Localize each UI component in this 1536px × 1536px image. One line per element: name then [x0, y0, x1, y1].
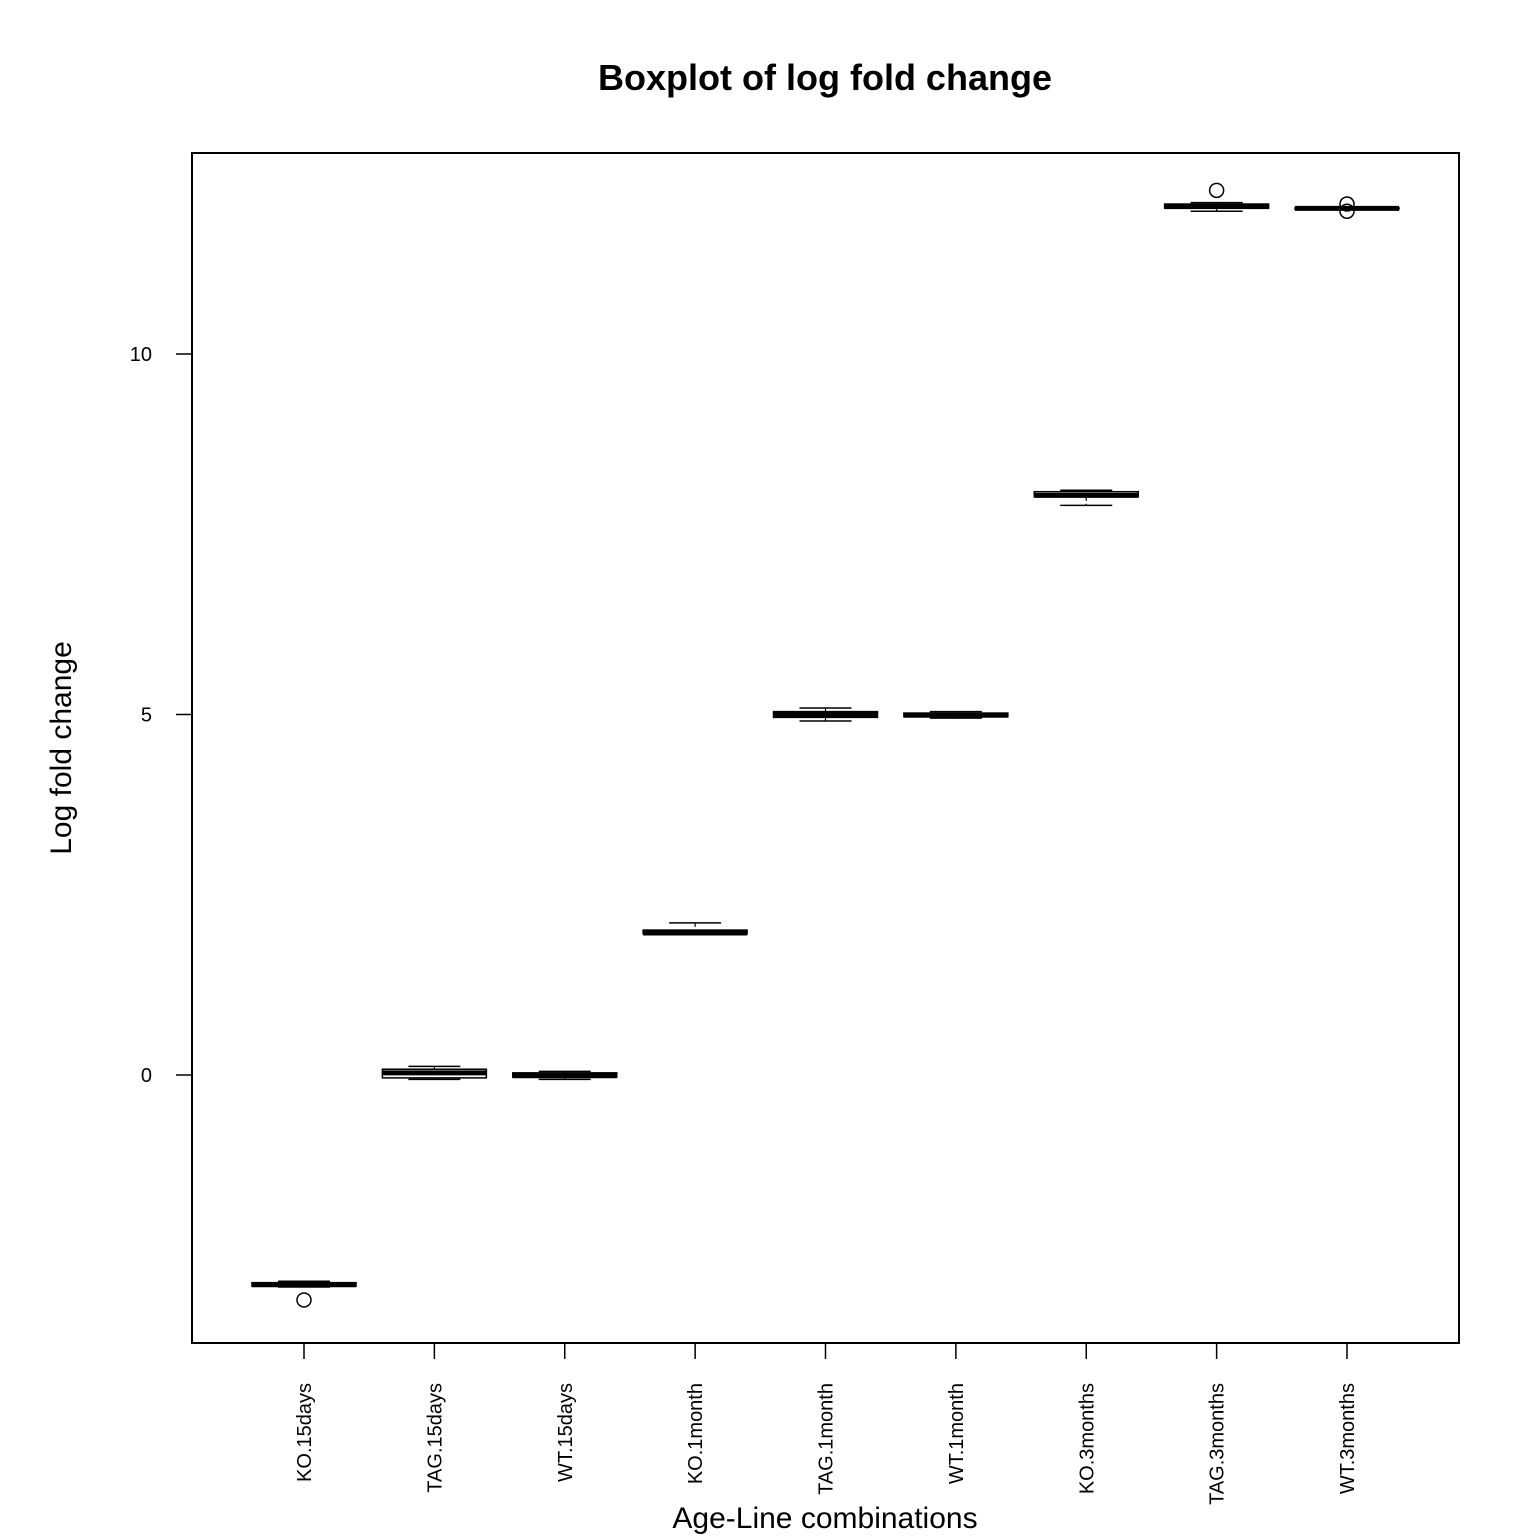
y-axis: 0 5 10: [130, 344, 192, 1087]
box-KO.3months: [1033, 489, 1139, 507]
box-TAG.1month: [772, 707, 879, 722]
box-TAG.15days: [381, 1065, 488, 1081]
x-tick-label: TAG.1month: [816, 1383, 838, 1495]
y-tick-label: 10: [130, 344, 152, 366]
y-axis-label: Log fold change: [45, 641, 78, 855]
box-WT.15days: [512, 1070, 618, 1081]
x-axis-label: Age-Line combinations: [672, 1502, 977, 1535]
outlier-point: [1339, 203, 1355, 219]
y-tick-label: 0: [141, 1065, 152, 1087]
box-WT.3months: [1294, 196, 1400, 219]
x-tick-label: KO.15days: [294, 1383, 316, 1482]
x-tick-label: KO.1month: [685, 1383, 707, 1484]
x-tick-label: TAG.15days: [424, 1383, 446, 1493]
x-tick-label: WT.3months: [1337, 1383, 1359, 1494]
box-WT.1month: [903, 710, 1009, 719]
outlier-point: [296, 1292, 312, 1308]
y-tick-label: 5: [141, 705, 152, 727]
x-tick-label: KO.3months: [1076, 1383, 1098, 1494]
box-KO.1month: [642, 922, 748, 936]
x-tick-label: TAG.3months: [1207, 1383, 1229, 1505]
outlier-point: [1339, 196, 1355, 212]
box-TAG.3months: [1163, 182, 1270, 212]
x-tick-label: WT.15days: [555, 1383, 577, 1482]
outlier-point: [1208, 182, 1225, 199]
plot-frame: [191, 152, 1460, 1344]
boxes-group: [251, 182, 1400, 1308]
x-axis: KO.15days TAG.15days WT.15days KO.1month TAG…: [294, 1343, 1359, 1505]
box-KO.15days: [251, 1280, 357, 1308]
x-tick-label: WT.1month: [946, 1383, 968, 1484]
chart-title: Boxplot of log fold change: [598, 57, 1052, 98]
